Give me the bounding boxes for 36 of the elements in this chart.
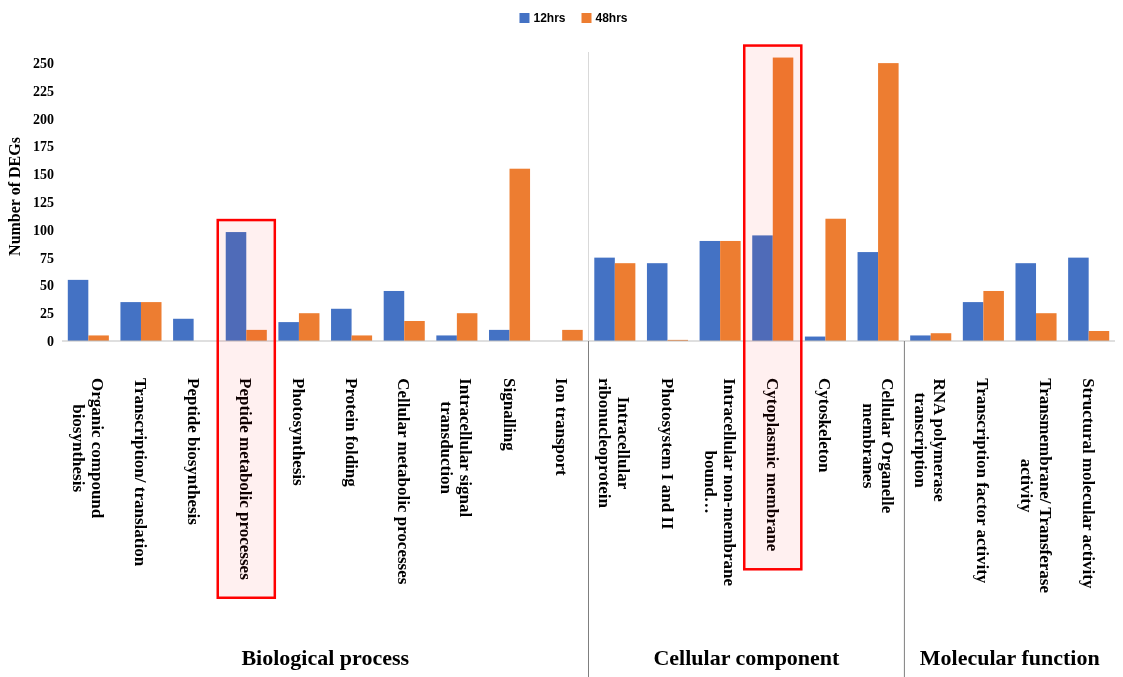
x-tick-label: Intracellular signal transduction (437, 378, 476, 518)
y-tick-label: 0 (47, 333, 54, 349)
legend-label: 12hrs (533, 11, 566, 26)
x-tick-label: Peptide biosynthesis (183, 378, 203, 526)
y-tick-label: 250 (33, 56, 54, 72)
x-axis-title: Biological process (241, 645, 410, 670)
y-tick-label: 50 (40, 278, 54, 294)
y-axis-title: Number of DEGs (6, 137, 23, 256)
y-tick-label: 100 (33, 222, 54, 238)
x-tick-label: Transmembrane/ Transferase activity (1016, 378, 1055, 594)
y-tick-label: 200 (33, 111, 54, 127)
y-tick-label: 150 (33, 167, 54, 183)
x-tick-label: Organic compound biosynthesis (68, 377, 107, 519)
x-axis-title: Molecular function (919, 645, 1100, 670)
y-tick-label: 25 (40, 306, 54, 322)
x-tick-label: Cytoplasmic membrane (762, 378, 782, 552)
x-tick-label: Peptide metabolic processes (236, 378, 256, 581)
y-tick-label: 225 (33, 83, 54, 99)
x-tick-label: Protein folding (341, 378, 361, 488)
legend-label: 48hrs (595, 11, 628, 26)
y-tick-label: 125 (33, 194, 54, 210)
x-tick-label: Photosystem I and II (657, 378, 677, 530)
x-tick-label: Intracellular non-membrane bound… (700, 378, 739, 587)
x-tick-label: Photosynthesis (288, 378, 308, 487)
x-tick-label: Intracellular ribonucleoprotein (595, 378, 634, 509)
x-tick-label: Structural molecular activity (1078, 378, 1098, 589)
x-tick-label: Cytoskeleton (815, 377, 835, 473)
x-tick-label: Transcription factor activity (973, 378, 993, 584)
x-tick-label: Ion transport (552, 378, 572, 477)
y-tick-label: 75 (40, 250, 54, 266)
x-tick-label: Cellular metabolic processes (394, 378, 414, 585)
x-tick-label: Cellular Organelle membranes (858, 378, 897, 514)
y-tick-label: 175 (33, 139, 54, 155)
x-tick-label: Transcription/ translation (131, 377, 151, 567)
x-tick-label: Signalling (499, 378, 519, 452)
x-axis-title: Cellular component (653, 645, 841, 670)
